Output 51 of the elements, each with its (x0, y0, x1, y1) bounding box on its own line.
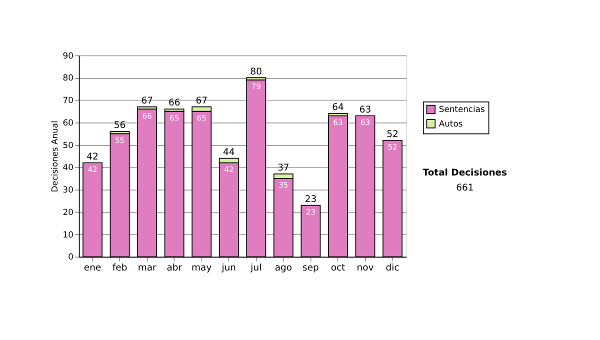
x-tick-label: ago (274, 262, 292, 274)
total-label: 23 (304, 194, 317, 205)
total-label: 63 (359, 104, 372, 116)
data-label: 23 (306, 208, 316, 217)
text: Total Decisiones (422, 167, 508, 178)
total-label: 67 (141, 95, 154, 106)
data-label: 65 (196, 114, 207, 123)
x-tick-label: dic (386, 262, 400, 274)
total-label: 42 (86, 151, 98, 162)
data-label: 65 (170, 114, 180, 123)
y-tick-label: 40 (62, 162, 74, 172)
x-tick-label: abr (166, 262, 182, 274)
total-label: 44 (223, 146, 235, 158)
x-tick-label: mar (138, 262, 156, 274)
data-label: 42 (88, 164, 98, 174)
total-label: 52 (386, 129, 398, 140)
data-label: 35 (278, 180, 288, 190)
legend-label: Autos (438, 118, 463, 128)
x-tick-label: may (192, 262, 212, 274)
data-label: 66 (142, 111, 152, 120)
x-tick-label: feb (112, 262, 128, 274)
y-axis-title: Decisiones Anual (50, 120, 60, 192)
text: 661 (456, 182, 474, 194)
data-label: 63 (360, 118, 370, 127)
total-label: 37 (278, 162, 290, 174)
y-tick-label: 30 (62, 184, 74, 195)
data-label: 63 (333, 118, 343, 127)
x-tick-label: oct (330, 262, 346, 274)
data-label: 52 (388, 142, 398, 152)
data-label: 42 (224, 164, 234, 174)
x-tick-label: jul (250, 262, 262, 274)
total-label: 67 (196, 95, 208, 106)
y-tick-label: 70 (62, 95, 74, 106)
y-tick-label: 80 (62, 72, 74, 83)
y-tick-label: 20 (62, 206, 74, 217)
x-tick-label: sep (302, 262, 320, 274)
total-label: 56 (114, 120, 126, 132)
total-label: 64 (332, 102, 344, 114)
y-tick-label: 0 (68, 252, 74, 262)
x-tick-label: nov (356, 262, 374, 274)
x-tick-label: jun (220, 262, 236, 274)
total-label: 80 (250, 66, 262, 78)
y-tick-label: 50 (62, 140, 74, 150)
legend-label: Sentencias (438, 104, 485, 114)
y-tick-label: 60 (62, 117, 74, 128)
total-label: 66 (168, 98, 180, 109)
data-label: 79 (251, 82, 262, 92)
y-tick-label: 10 (62, 229, 74, 240)
data-label: 55 (114, 136, 125, 145)
x-tick-label: ene (84, 262, 102, 274)
y-tick-label: 90 (62, 50, 74, 60)
